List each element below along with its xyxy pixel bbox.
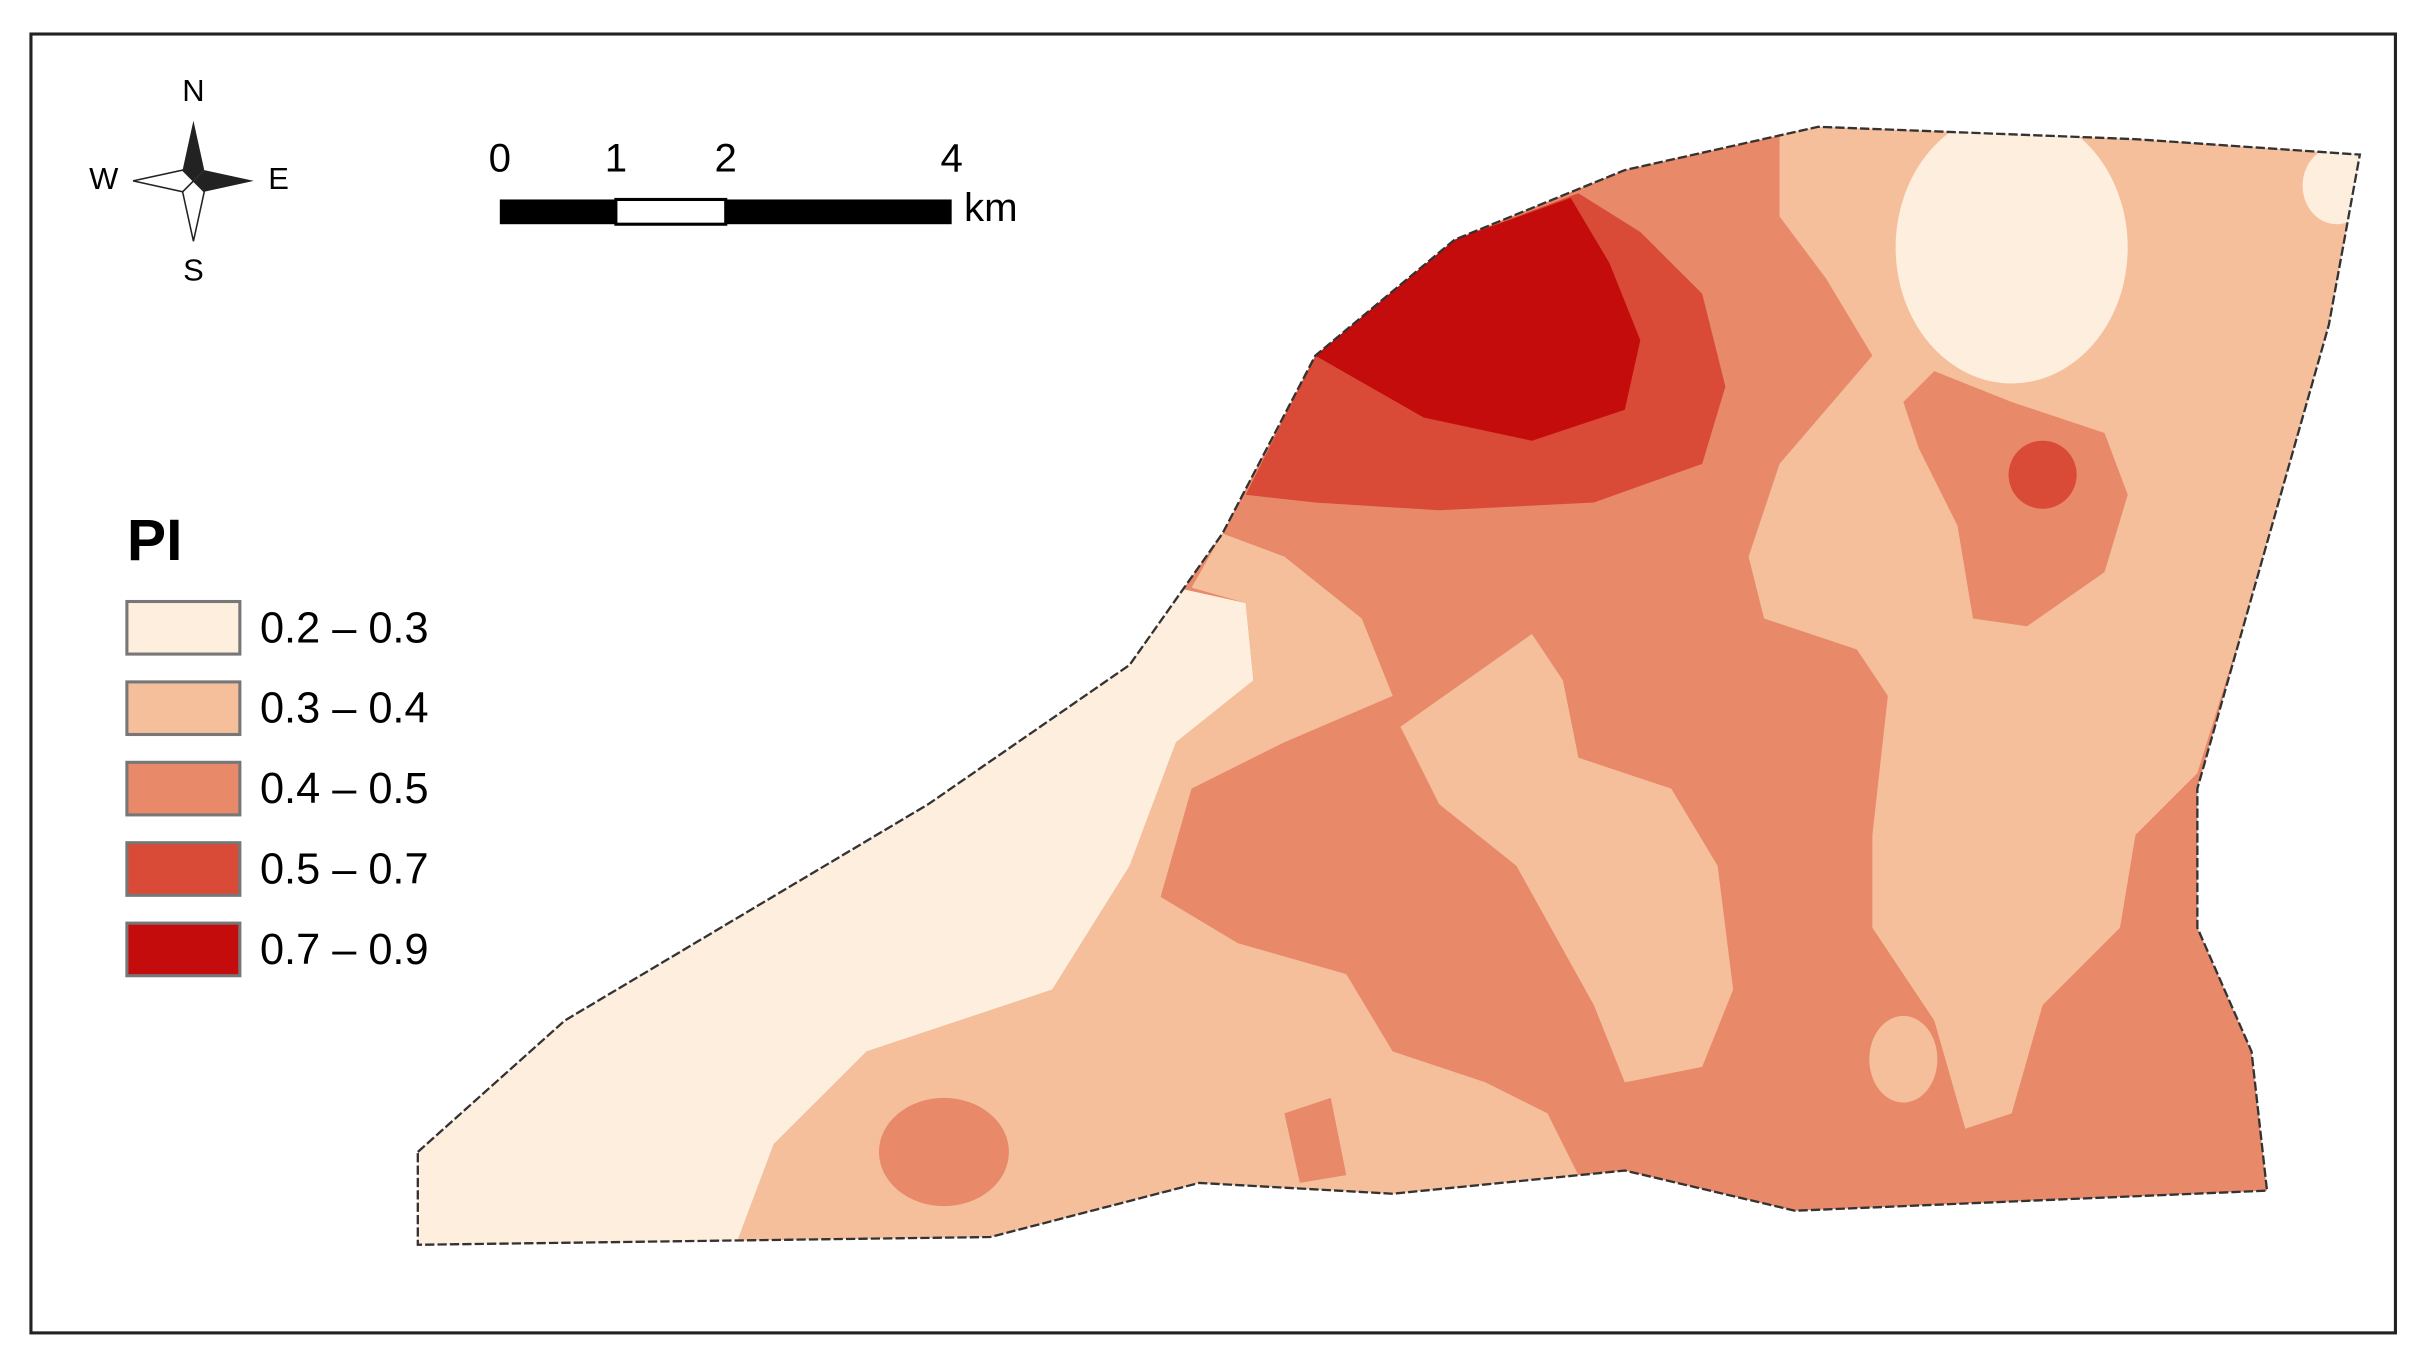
legend-label: 0.7 – 0.9 bbox=[260, 926, 429, 974]
zone bbox=[1869, 1015, 1938, 1103]
compass-label: E bbox=[268, 161, 289, 196]
scale-label: 1 bbox=[605, 135, 627, 180]
zone bbox=[1315, 197, 1641, 441]
scale-label: 0 bbox=[489, 135, 511, 180]
zone bbox=[1284, 1097, 1347, 1183]
zone bbox=[727, 533, 1579, 1245]
scale-unit: km bbox=[964, 185, 1018, 230]
legend-label: 0.2 – 0.3 bbox=[260, 604, 429, 652]
zone bbox=[2008, 440, 2077, 509]
legend-swatch bbox=[125, 680, 242, 737]
compass-label: S bbox=[183, 252, 204, 287]
legend-swatch bbox=[125, 760, 242, 817]
compass-label: W bbox=[89, 161, 119, 196]
zones bbox=[417, 126, 2360, 1245]
zone bbox=[417, 587, 1254, 1245]
zone bbox=[1748, 126, 2360, 1129]
legend-swatch bbox=[125, 921, 242, 978]
legend-label: 0.4 – 0.5 bbox=[260, 765, 429, 813]
legend-swatch bbox=[125, 841, 242, 897]
zone bbox=[2302, 146, 2360, 225]
zone bbox=[1895, 126, 2128, 384]
legend: PI 0.2 – 0.3 0.3 – 0.4 0.4 – 0.5 0.5 – 0.7 0… bbox=[125, 508, 429, 978]
zone bbox=[1400, 633, 1734, 1083]
legend-title: PI bbox=[127, 508, 183, 573]
scale-label: 4 bbox=[940, 135, 962, 180]
map-frame bbox=[29, 32, 2397, 1335]
zone bbox=[1903, 371, 2128, 627]
compass-label: N bbox=[182, 73, 204, 108]
legend-label: 0.5 – 0.7 bbox=[260, 846, 429, 894]
zone bbox=[878, 1097, 1009, 1207]
boundary bbox=[416, 125, 2362, 1246]
compass: N S W E bbox=[89, 73, 289, 287]
scale-bar: 0 1 2 4 km bbox=[489, 135, 1018, 229]
legend-label: 0.3 – 0.4 bbox=[260, 685, 429, 733]
legend-swatch bbox=[125, 599, 242, 656]
scale-label: 2 bbox=[715, 135, 737, 180]
